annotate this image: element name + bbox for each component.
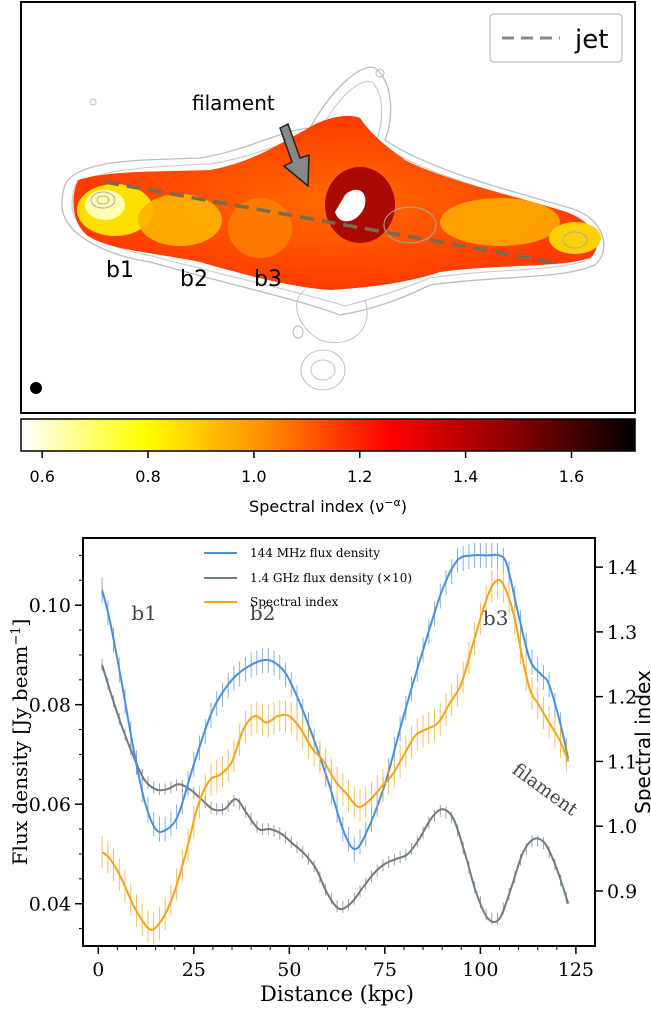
contour-peak bbox=[90, 191, 116, 209]
axis-layer: 0 25 50 75 100 125 0.04 0.06 0.08 0.10 0.9 1.0 1.1 1.… bbox=[29, 554, 637, 981]
y2-axis-label: Spectral index bbox=[631, 670, 651, 814]
y2-tick-label: 1.0 bbox=[607, 816, 637, 838]
beam-marker bbox=[30, 382, 42, 394]
x-tick-label: 50 bbox=[277, 959, 301, 981]
colorbar-ticks: 0.6 0.8 1.0 1.2 1.4 1.6 bbox=[29, 451, 584, 486]
y2-tick-label: 0.9 bbox=[607, 881, 637, 903]
y-tick-label: 0.04 bbox=[29, 894, 71, 916]
annotation-b3: b3 bbox=[483, 606, 509, 630]
contour-peak bbox=[383, 206, 437, 244]
filament-arrow bbox=[279, 122, 310, 188]
legend-label-spectral-index: Spectral index bbox=[250, 595, 338, 609]
x-tick-label: 75 bbox=[373, 959, 397, 981]
x-axis-label: Distance (kpc) bbox=[260, 982, 414, 1006]
colorbar-bar bbox=[20, 418, 636, 452]
series-144-mhz-flux-density bbox=[101, 542, 570, 862]
x-tick-label: 25 bbox=[182, 959, 206, 981]
colorbar-label: Spectral index (ν−α) bbox=[249, 496, 407, 516]
legend-label-144mhz: 144 MHz flux density bbox=[250, 546, 380, 560]
y2-tick-label: 1.4 bbox=[607, 557, 637, 579]
emission-b1-core bbox=[85, 190, 125, 220]
contour-peak bbox=[562, 231, 588, 249]
series-1-4-ghz-flux-density-10 bbox=[101, 658, 570, 925]
region-label-b1: b1 bbox=[106, 258, 134, 283]
y-axis-label: Flux density [Jy beam−1] bbox=[8, 619, 32, 866]
colorbar-tick-label: 0.8 bbox=[135, 467, 160, 486]
contour-outer bbox=[61, 66, 605, 316]
region-label-b3: b3 bbox=[254, 267, 282, 292]
chart-legend: 144 MHz flux density 1.4 GHz flux densit… bbox=[204, 546, 412, 609]
contour-south bbox=[296, 289, 368, 344]
jet-line bbox=[104, 180, 553, 264]
contour-island bbox=[292, 325, 304, 339]
plot-frame bbox=[82, 537, 596, 947]
contour-peak bbox=[96, 195, 110, 205]
colorbar-tick-label: 0.6 bbox=[29, 467, 54, 486]
radio-map-panel: jet filament b1 b2 b3 bbox=[20, 1, 636, 414]
contour-island bbox=[300, 349, 346, 391]
x-tick-label: 0 bbox=[92, 959, 104, 981]
contour-island bbox=[310, 359, 336, 381]
series-line bbox=[101, 664, 570, 924]
series-spectral-index bbox=[101, 565, 570, 945]
colorbar-tick-label: 1.0 bbox=[241, 467, 266, 486]
spectral-index-map bbox=[30, 66, 605, 394]
colorbar-tick-label: 1.6 bbox=[559, 467, 584, 486]
x-tick-label: 100 bbox=[462, 959, 498, 981]
legend-jet-label: jet bbox=[574, 25, 608, 55]
legend-label-1p4ghz: 1.4 GHz flux density (×10) bbox=[250, 571, 412, 585]
annotation-b2: b2 bbox=[250, 601, 276, 625]
y-tick-label: 0.08 bbox=[29, 695, 71, 717]
colorbar: 0.6 0.8 1.0 1.2 1.4 1.6 Spectral index (ν−α) bbox=[20, 418, 636, 516]
series-layer bbox=[101, 542, 570, 945]
emission-east bbox=[440, 198, 560, 246]
profile-chart: 0 25 50 75 100 125 0.04 0.06 0.08 0.10 0.9 1.0 1.1 1.… bbox=[8, 537, 651, 1006]
series-line bbox=[101, 553, 570, 851]
contour-island bbox=[375, 68, 385, 78]
emission-b3 bbox=[228, 198, 292, 258]
y-tick-label: 0.06 bbox=[29, 794, 71, 816]
emission-b2 bbox=[138, 194, 222, 246]
y2-tick-label: 1.2 bbox=[607, 687, 637, 709]
contour-island bbox=[89, 98, 97, 106]
emission-east-tip bbox=[549, 222, 601, 254]
filament-label: filament bbox=[192, 91, 275, 115]
region-label-b2: b2 bbox=[180, 267, 208, 292]
series-line bbox=[101, 578, 570, 931]
blank-hole bbox=[335, 189, 366, 222]
x-tick-label: 125 bbox=[558, 959, 594, 981]
annotation-b1: b1 bbox=[131, 601, 157, 625]
colorbar-tick-label: 1.4 bbox=[453, 467, 478, 486]
y2-tick-label: 1.3 bbox=[607, 622, 637, 644]
colorbar-tick-label: 1.2 bbox=[347, 467, 372, 486]
y-tick-label: 0.10 bbox=[29, 595, 71, 617]
y2-tick-label: 1.1 bbox=[607, 751, 637, 773]
map-legend bbox=[489, 13, 623, 63]
